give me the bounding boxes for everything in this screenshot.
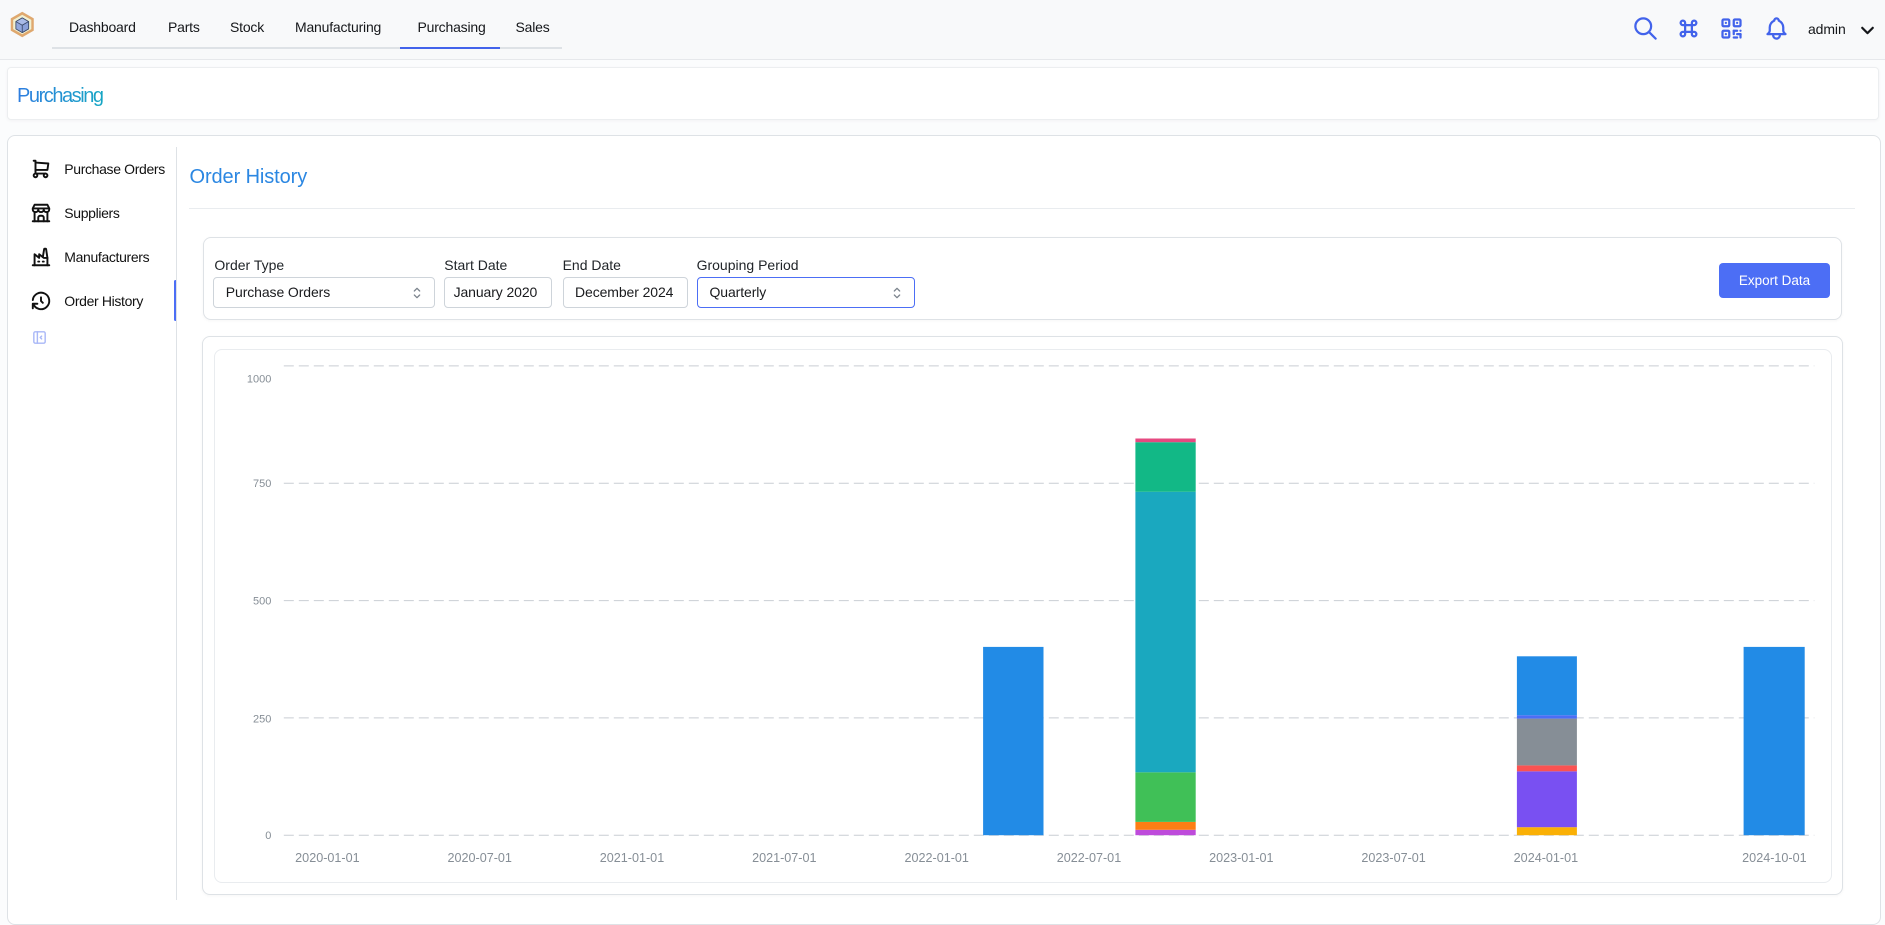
- svg-text:2021-01-01: 2021-01-01: [600, 851, 664, 865]
- svg-text:750: 750: [253, 478, 271, 490]
- svg-text:2023-07-01: 2023-07-01: [1361, 851, 1425, 865]
- svg-text:2022-07-01: 2022-07-01: [1057, 851, 1121, 865]
- svg-text:2024-01-01: 2024-01-01: [1514, 851, 1578, 865]
- svg-text:1000: 1000: [247, 373, 271, 385]
- svg-text:2020-07-01: 2020-07-01: [448, 851, 512, 865]
- svg-text:2023-01-01: 2023-01-01: [1209, 851, 1273, 865]
- svg-text:2024-10-01: 2024-10-01: [1742, 851, 1806, 865]
- svg-text:500: 500: [253, 595, 271, 607]
- svg-text:2021-07-01: 2021-07-01: [752, 851, 816, 865]
- svg-text:2022-01-01: 2022-01-01: [905, 851, 969, 865]
- svg-text:250: 250: [253, 713, 271, 725]
- svg-text:0: 0: [265, 830, 271, 842]
- svg-text:2020-01-01: 2020-01-01: [295, 851, 359, 865]
